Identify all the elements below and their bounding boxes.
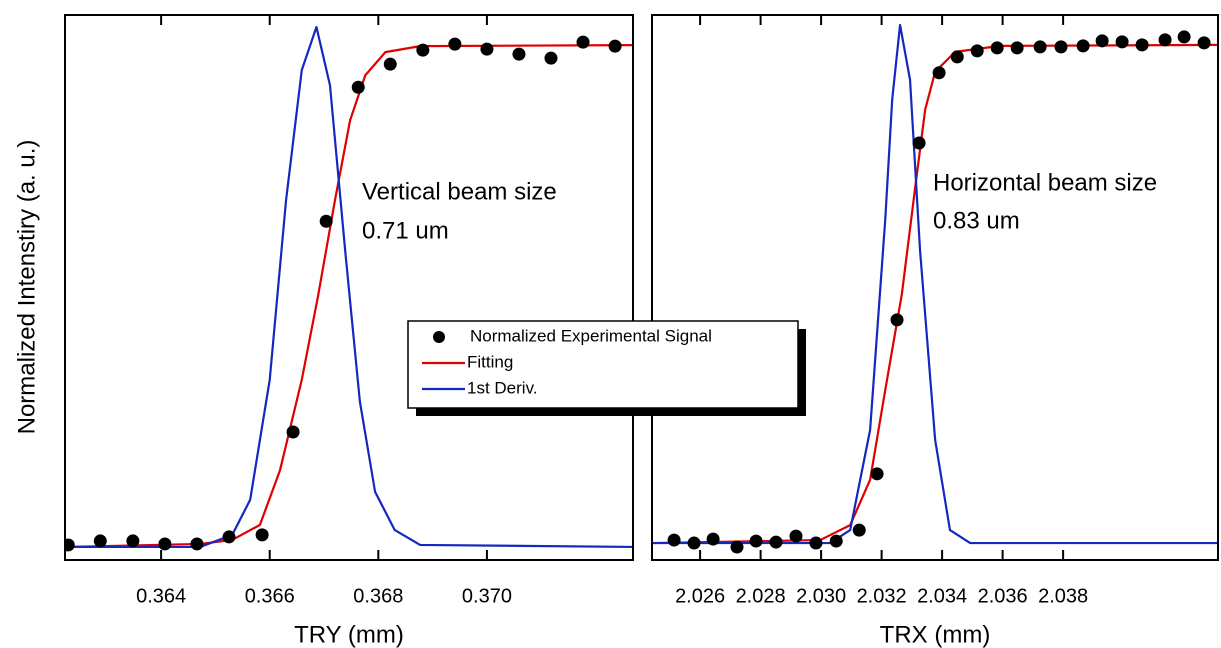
data-point — [829, 534, 843, 548]
data-point — [687, 536, 701, 550]
x-tick-label: 2.038 — [1038, 585, 1088, 607]
data-point — [383, 57, 397, 71]
data-point — [749, 534, 763, 548]
data-point — [970, 44, 984, 58]
data-point — [1033, 40, 1047, 54]
data-point — [809, 536, 823, 550]
data-point — [93, 534, 107, 548]
data-point — [576, 35, 590, 49]
data-point — [222, 530, 236, 544]
x-tick-label: 2.028 — [736, 585, 786, 607]
legend-label: Fitting — [467, 352, 513, 371]
x-tick-label: 0.370 — [462, 585, 512, 607]
legend-label: Normalized Experimental Signal — [470, 326, 712, 345]
x-tick-label: 0.366 — [245, 585, 295, 607]
x-tick-label: 2.026 — [675, 585, 725, 607]
annotation: Horizontal beam size — [933, 169, 1157, 196]
data-point — [512, 47, 526, 61]
data-point — [319, 214, 333, 228]
fit-line — [652, 43, 1218, 545]
plot-frame — [651, 14, 1219, 561]
legend: Normalized Experimental Signal Fitting 1st… — [407, 320, 806, 416]
data-point — [608, 39, 622, 53]
y-axis-label: Normalized Intenstiry (a. u.) — [13, 140, 40, 435]
data-point — [1177, 30, 1191, 44]
fit-line — [652, 23, 1218, 545]
annotation: Vertical beam size — [362, 178, 557, 205]
data-point — [1197, 36, 1211, 50]
data-point — [1095, 34, 1109, 48]
data-point — [667, 533, 681, 547]
plot-frame — [64, 14, 634, 561]
data-point — [950, 50, 964, 64]
legend-box — [407, 320, 799, 409]
data-point — [351, 80, 365, 94]
x-tick-label: 2.030 — [796, 585, 846, 607]
annotation: 0.71 um — [362, 217, 449, 244]
plot-area — [652, 23, 1218, 554]
x-tick-label: 2.034 — [917, 585, 967, 607]
x-axis-label: TRY (mm) — [294, 621, 404, 648]
x-tick-label: 2.036 — [978, 585, 1028, 607]
x-axis-label: TRX (mm) — [880, 621, 991, 648]
data-point — [480, 42, 494, 56]
data-point — [158, 537, 172, 551]
data-point — [190, 537, 204, 551]
data-point — [126, 534, 140, 548]
data-point — [852, 523, 866, 537]
data-point — [870, 467, 884, 481]
data-point — [730, 540, 744, 554]
fit-line — [65, 25, 633, 549]
data-point — [1076, 39, 1090, 53]
legend-label: 1st Deriv. — [467, 378, 538, 397]
data-point — [890, 313, 904, 327]
data-point — [448, 37, 462, 51]
data-point — [1115, 35, 1129, 49]
data-point — [255, 528, 269, 542]
x-tick-label: 0.364 — [136, 585, 186, 607]
data-point — [932, 66, 946, 80]
data-point — [286, 425, 300, 439]
data-point — [706, 532, 720, 546]
data-point — [912, 136, 926, 150]
data-point — [990, 41, 1004, 55]
x-tick-label: 0.368 — [353, 585, 403, 607]
data-point — [1010, 41, 1024, 55]
data-point — [769, 535, 783, 549]
data-point — [416, 43, 430, 57]
x-tick-label: 2.032 — [857, 585, 907, 607]
annotation: 0.83 um — [933, 207, 1020, 234]
data-point — [544, 51, 558, 65]
plot-area — [65, 25, 633, 552]
data-point — [1135, 38, 1149, 52]
data-point — [1158, 33, 1172, 47]
data-point — [1054, 40, 1068, 54]
data-point — [65, 538, 75, 552]
data-point — [789, 529, 803, 543]
legend-marker — [433, 331, 445, 343]
